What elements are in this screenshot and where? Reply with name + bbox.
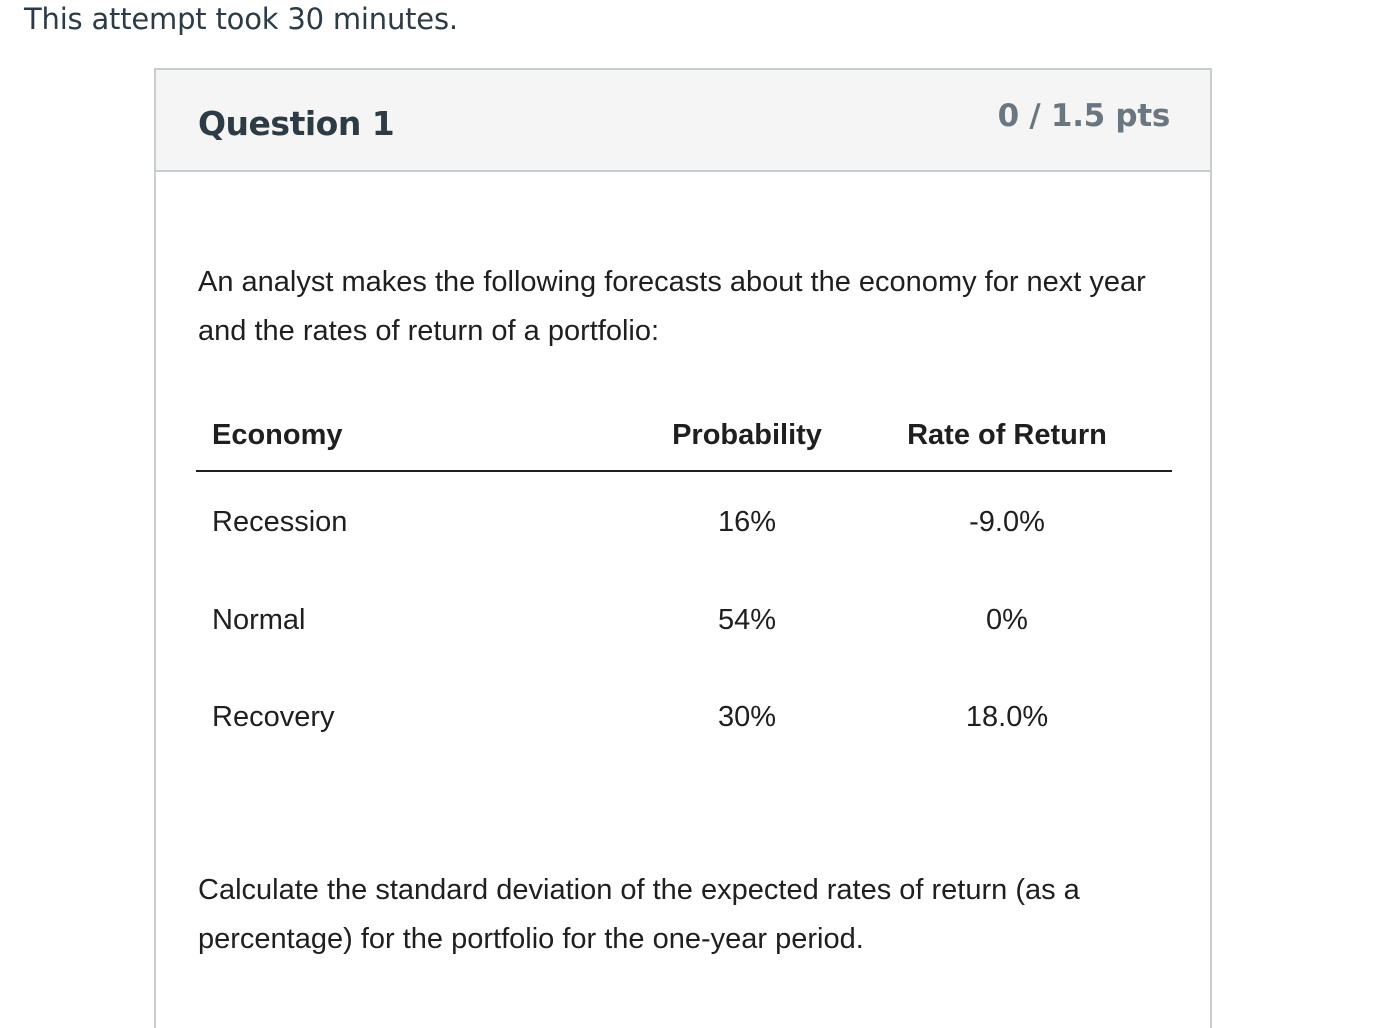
- table-header-row: Economy Probability Rate of Return: [196, 400, 1172, 472]
- table-row: Normal 54% 0%: [196, 572, 1172, 669]
- cell-probability: 16%: [717, 505, 777, 538]
- table-row: Recession 16% -9.0%: [196, 471, 1172, 572]
- cell-economy: Recession: [212, 505, 348, 538]
- cell-economy: Normal: [212, 604, 306, 636]
- column-header-probability: Probability: [652, 400, 842, 472]
- attempt-duration-note: This attempt took 30 minutes.: [24, 2, 458, 36]
- cell-probability: 54%: [717, 604, 777, 636]
- cell-rate-of-return: 0%: [986, 604, 1028, 636]
- question-points: 0 / 1.5 pts: [997, 98, 1171, 134]
- cell-rate-of-return: 18.0%: [965, 701, 1049, 733]
- cell-economy: Recovery: [212, 701, 335, 733]
- cell-probability: 30%: [717, 701, 777, 733]
- question-title: Question 1: [198, 104, 395, 143]
- question-prompt-text: Calculate the standard deviation of the …: [198, 874, 1080, 955]
- forecast-table: Economy Probability Rate of Return Reces…: [196, 400, 1172, 766]
- question-header: Question 1 0 / 1.5 pts: [156, 70, 1210, 172]
- table-row: Recovery 30% 18.0%: [196, 669, 1172, 766]
- column-header-economy: Economy: [196, 400, 652, 472]
- cell-rate-of-return: -9.0%: [969, 505, 1045, 538]
- question-card: Question 1 0 / 1.5 pts An analyst makes …: [154, 68, 1212, 1028]
- column-header-rate-of-return: Rate of Return: [842, 400, 1172, 472]
- question-intro-text: An analyst makes the following forecasts…: [198, 266, 1146, 347]
